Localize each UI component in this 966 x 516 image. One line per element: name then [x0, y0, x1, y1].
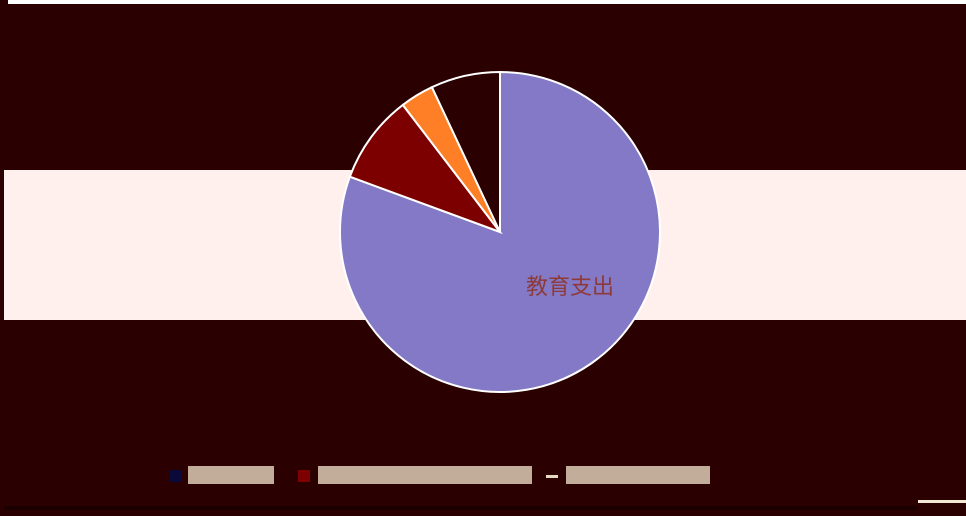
legend	[170, 466, 730, 488]
legend-text-2	[318, 466, 532, 484]
pie-slice-2	[348, 103, 503, 235]
top-border-shadow	[8, 4, 966, 14]
legend-swatch-3	[546, 475, 558, 478]
legend-text-3	[566, 466, 710, 484]
legend-swatch-1	[170, 470, 182, 482]
legend-text-1	[188, 466, 274, 484]
bottom-strip	[4, 506, 918, 510]
pie-slice-4	[430, 70, 501, 233]
legend-swatch-2	[298, 470, 310, 482]
edge-strip	[918, 500, 966, 503]
slice-label-1: 教育支出	[526, 275, 614, 300]
